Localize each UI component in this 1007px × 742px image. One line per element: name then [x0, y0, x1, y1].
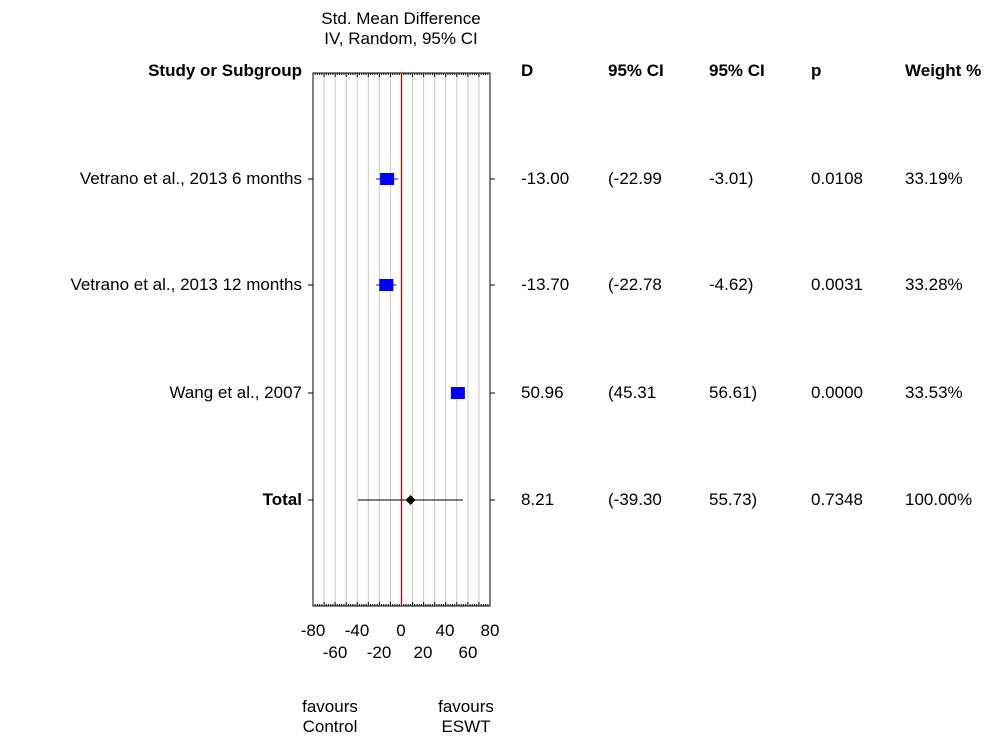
effect-marker [450, 387, 465, 399]
effect-value: 50.96 [521, 383, 564, 402]
header-ci-low: 95% CI [608, 61, 664, 80]
p-value: 0.0108 [811, 169, 863, 188]
study-label: Vetrano et al., 2013 12 months [70, 275, 302, 294]
header-ci-high: 95% CI [709, 61, 765, 80]
effect-marker [380, 173, 395, 185]
p-value: 0.0031 [811, 275, 863, 294]
ci-upper: -3.01) [709, 169, 754, 188]
gridlines [323, 73, 480, 606]
x-tick-label: 40 [435, 621, 455, 640]
favours-right-line-1: favours [438, 697, 494, 716]
chart-title-line-1: Std. Mean Difference [321, 9, 481, 28]
ci-upper: 56.61) [709, 383, 758, 402]
header-p: p [811, 61, 822, 80]
ci-lower: (-22.78 [608, 275, 662, 294]
weight-value: 33.53% [905, 383, 963, 402]
chart-title-line-2: IV, Random, 95% CI [324, 29, 478, 48]
x-tick-label: -80 [300, 621, 326, 640]
favours-left-line-1: favours [302, 697, 358, 716]
study-markers [358, 173, 465, 505]
minor-ticks [308, 73, 495, 606]
header-weight: Weight % [905, 61, 982, 80]
weight-value: 33.28% [905, 275, 963, 294]
study-label: Vetrano et al., 2013 6 months [79, 169, 302, 188]
x-tick-label: -40 [344, 621, 370, 640]
header-d: D [521, 61, 534, 80]
favours-right-line-2: ESWT [441, 717, 491, 736]
ci-upper: -4.62) [709, 275, 754, 294]
effect-value: -13.00 [521, 169, 570, 188]
study-label: Wang et al., 2007 [169, 383, 302, 402]
weight-value: 33.19% [905, 169, 963, 188]
total-label: Total [262, 490, 302, 509]
total-effect-value: 8.21 [521, 490, 555, 509]
x-tick-label: 0 [396, 621, 406, 640]
x-tick-label: 60 [458, 643, 478, 662]
x-tick-label: 20 [413, 643, 433, 662]
total-diamond [405, 495, 416, 505]
x-tick-label: -20 [366, 643, 392, 662]
ci-lower: (45.31 [608, 383, 657, 402]
total-ci-lower: (-39.30 [608, 490, 662, 509]
effect-value: -13.70 [521, 275, 570, 294]
total-weight-value: 100.00% [905, 490, 973, 509]
x-tick-label: -60 [322, 643, 348, 662]
favours-left-line-2: Control [302, 717, 358, 736]
header-study: Study or Subgroup [148, 61, 302, 80]
effect-marker [379, 279, 394, 291]
ci-lower: (-22.99 [608, 169, 662, 188]
total-ci-upper: 55.73) [709, 490, 758, 509]
p-value: 0.0000 [811, 383, 863, 402]
total-p-value: 0.7348 [811, 490, 863, 509]
x-tick-label: 80 [480, 621, 500, 640]
